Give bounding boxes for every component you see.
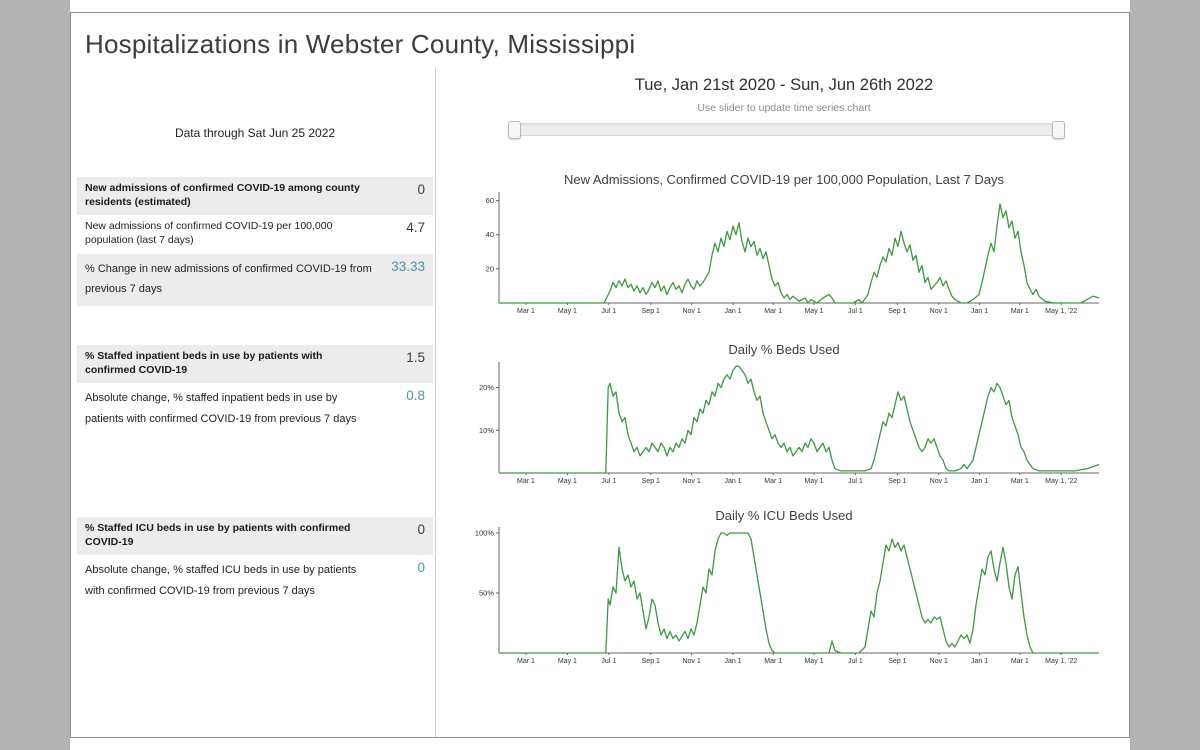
x-tick-label: Jul 1 — [848, 658, 863, 665]
x-tick-label: Mar 1 — [764, 658, 782, 665]
data-through-label: Data through Sat Jun 25 2022 — [174, 126, 336, 140]
x-tick-label: Mar 1 — [517, 478, 535, 485]
stat-label: Absolute change, % staffed ICU beds in u… — [85, 564, 357, 598]
chart-title-beds-used: Daily % Beds Used — [728, 342, 840, 357]
vertical-divider — [435, 68, 436, 737]
x-tick-label: Jul 1 — [601, 308, 616, 315]
x-tick-label: Jan 1 — [971, 658, 988, 665]
x-tick-label: May 1, '22 — [1045, 308, 1077, 315]
stat-block-new-admissions: New admissions of confirmed COVID-19 amo… — [77, 177, 433, 307]
stat-row: Absolute change, % staffed ICU beds in u… — [77, 555, 433, 608]
x-tick-label: Sep 1 — [888, 478, 906, 485]
y-tick-label: 40 — [486, 230, 494, 239]
stat-value: 4.7 — [406, 220, 425, 236]
slider-handle-right[interactable] — [1052, 121, 1065, 139]
x-tick-label: Nov 1 — [682, 308, 700, 315]
x-tick-label: May 1, '22 — [1045, 658, 1077, 665]
chart-beds-used: 10% 20% Mar 1 May 1 Jul 1 Sep 1 Nov 1 Jan 1 Mar … — [479, 362, 1100, 485]
x-tick-label: Jan 1 — [724, 478, 741, 485]
date-range-label: Tue, Jan 21st 2020 - Sun, Jun 26th 2022 — [634, 76, 934, 94]
x-tick-label: May 1 — [804, 658, 823, 665]
slider-caption: Use slider to update time series chart — [697, 102, 871, 114]
x-tick-label: Jul 1 — [848, 308, 863, 315]
stat-row: % Staffed ICU beds in use by patients wi… — [77, 517, 433, 556]
x-tick-label: May 1 — [558, 658, 577, 665]
y-tick-label: 10% — [479, 426, 494, 435]
line-series — [499, 203, 1100, 304]
slider-handle-left[interactable] — [508, 121, 521, 139]
chart-title-icu-beds-used: Daily % ICU Beds Used — [715, 508, 853, 523]
x-tick-label: Jan 1 — [971, 308, 988, 315]
stat-row: Absolute change, % staffed inpatient bed… — [77, 383, 433, 436]
stat-row: % Staffed inpatient beds in use by patie… — [77, 345, 433, 384]
x-tick-label: Jan 1 — [724, 658, 741, 665]
stat-label: Absolute change, % staffed inpatient bed… — [85, 392, 357, 426]
x-tick-label: Mar 1 — [517, 658, 535, 665]
charts-column: Tue, Jan 21st 2020 - Sun, Jun 26th 2022 … — [439, 68, 1129, 739]
x-tick-label: Nov 1 — [682, 658, 700, 665]
x-tick-label: Mar 1 — [764, 308, 782, 315]
dashboard-card: Hospitalizations in Webster County, Miss… — [70, 12, 1130, 738]
x-tick-label: Jul 1 — [601, 658, 616, 665]
stat-value-change: 0 — [417, 560, 425, 576]
stat-label: % Staffed ICU beds in use by patients wi… — [85, 522, 351, 548]
stat-row: New admissions of confirmed COVID-19 amo… — [77, 177, 433, 216]
x-tick-label: Mar 1 — [1011, 658, 1029, 665]
stat-value: 1.5 — [406, 350, 425, 365]
x-tick-label: May 1 — [558, 478, 577, 485]
x-tick-label: May 1 — [804, 478, 823, 485]
chart-title-new-admissions: New Admissions, Confirmed COVID-19 per 1… — [563, 172, 1005, 187]
stats-sidebar: Data through Sat Jun 25 2022 New admissi… — [77, 73, 433, 733]
x-tick-label: Jan 1 — [971, 478, 988, 485]
stat-block-icu-beds: % Staffed ICU beds in use by patients wi… — [77, 517, 433, 608]
time-range-slider[interactable] — [508, 121, 1065, 139]
y-tick-label: 20% — [479, 383, 494, 392]
chart-icu-beds-used: 50% 100% Mar 1 May 1 Jul 1 Sep 1 Nov 1 Jan 1 Mar… — [475, 527, 1099, 665]
x-tick-label: Sep 1 — [888, 308, 906, 315]
stat-row: New admissions of confirmed COVID-19 per… — [77, 215, 433, 253]
stat-value: 0 — [417, 522, 425, 537]
stat-block-inpatient-beds: % Staffed inpatient beds in use by patie… — [77, 345, 433, 436]
x-tick-label: Sep 1 — [642, 478, 660, 485]
stat-row: % Change in new admissions of confirmed … — [77, 253, 433, 307]
x-tick-label: Sep 1 — [642, 308, 660, 315]
x-tick-label: Nov 1 — [930, 658, 948, 665]
x-tick-label: Jul 1 — [848, 478, 863, 485]
right-gray-band — [1130, 0, 1200, 750]
x-tick-label: May 1, '22 — [1045, 478, 1077, 485]
stat-label: % Change in new admissions of confirmed … — [85, 262, 372, 296]
y-tick-label: 20 — [486, 264, 494, 273]
y-tick-label: 50% — [479, 589, 494, 598]
x-tick-label: Mar 1 — [764, 478, 782, 485]
y-tick-label: 100% — [475, 529, 495, 538]
x-tick-label: Jul 1 — [601, 478, 616, 485]
line-series — [499, 365, 1100, 474]
x-tick-label: Nov 1 — [682, 478, 700, 485]
x-tick-label: Mar 1 — [1011, 308, 1029, 315]
stat-label: New admissions of confirmed COVID-19 amo… — [85, 182, 360, 208]
stat-value-change: 33.33 — [391, 258, 425, 274]
x-tick-label: Nov 1 — [930, 308, 948, 315]
left-gray-band — [0, 0, 70, 750]
x-tick-label: May 1 — [804, 308, 823, 315]
x-tick-label: Sep 1 — [642, 658, 660, 665]
stat-value: 0 — [417, 182, 425, 197]
line-series — [499, 532, 1099, 654]
x-tick-label: Mar 1 — [517, 308, 535, 315]
stat-value-change: 0.8 — [406, 388, 425, 404]
x-tick-label: Nov 1 — [930, 478, 948, 485]
page-title: Hospitalizations in Webster County, Miss… — [85, 29, 636, 59]
y-tick-label: 60 — [486, 196, 494, 205]
chart-new-admissions: 20 40 60 Mar 1 May 1 Jul 1 Sep 1 Nov 1 Jan 1 Mar … — [486, 192, 1100, 315]
x-tick-label: Jan 1 — [724, 308, 741, 315]
stat-label: % Staffed inpatient beds in use by patie… — [85, 350, 323, 376]
x-tick-label: Mar 1 — [1011, 478, 1029, 485]
x-tick-label: Sep 1 — [888, 658, 906, 665]
x-tick-label: May 1 — [558, 308, 577, 315]
stat-label: New admissions of confirmed COVID-19 per… — [85, 220, 333, 246]
